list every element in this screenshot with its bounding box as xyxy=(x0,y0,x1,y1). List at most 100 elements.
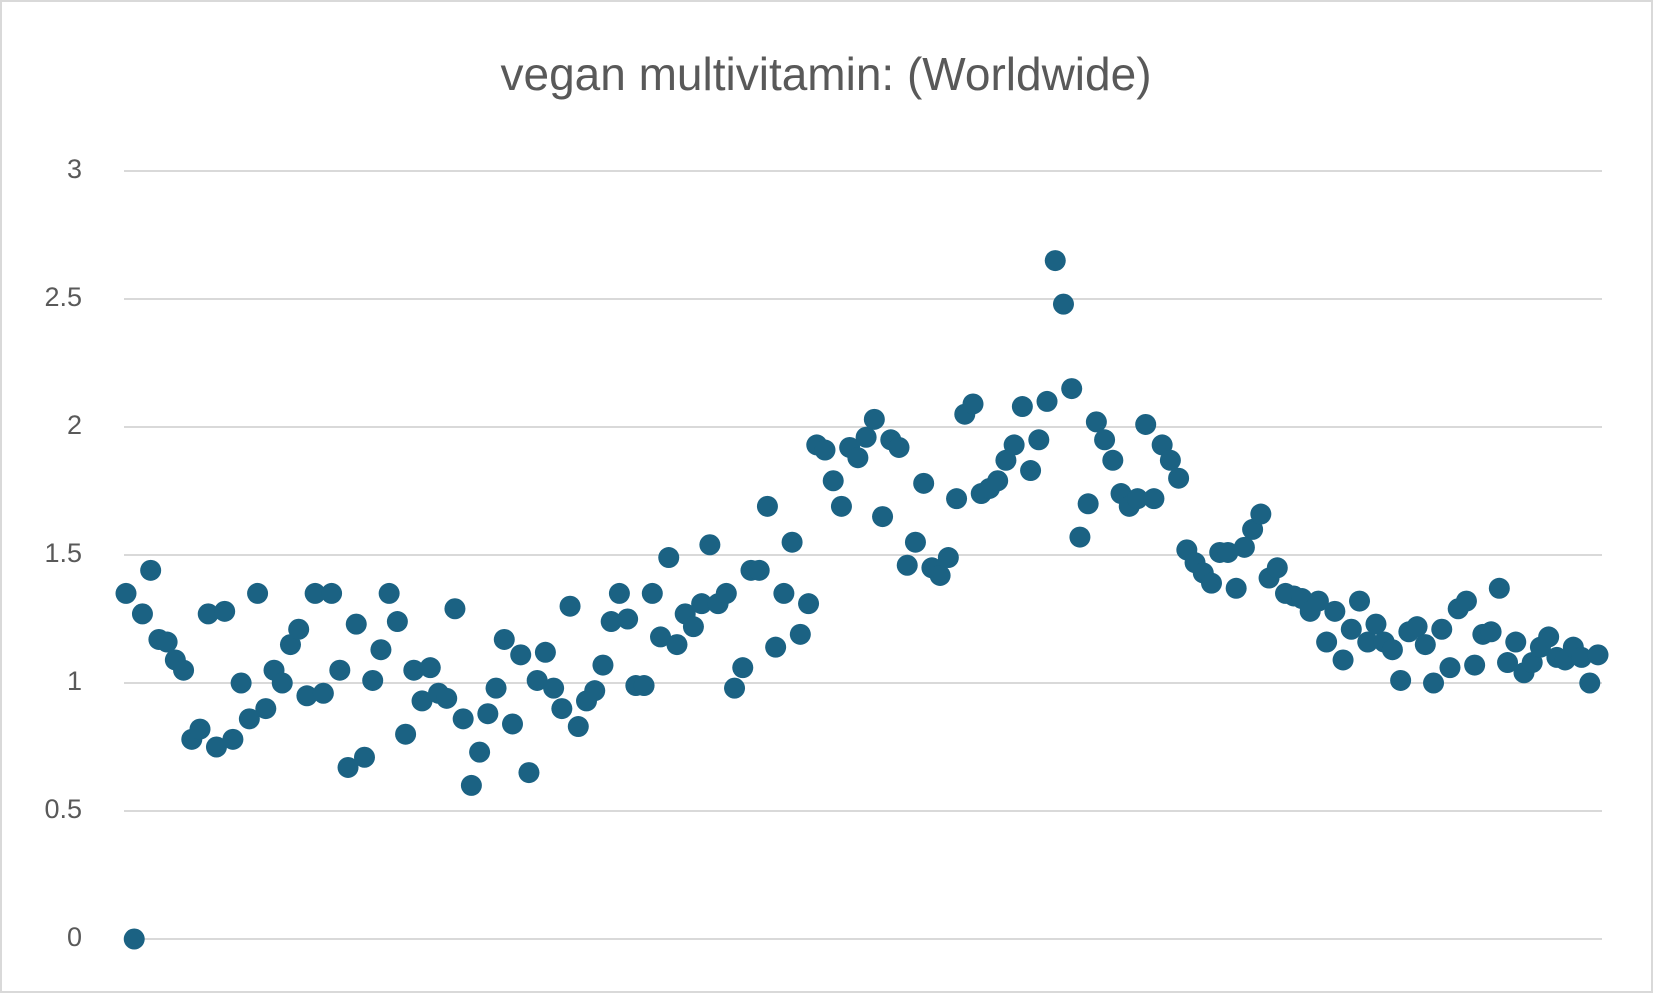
point xyxy=(798,593,820,615)
point xyxy=(855,426,877,448)
point xyxy=(781,531,803,553)
point xyxy=(378,582,400,604)
point xyxy=(1307,590,1329,612)
point xyxy=(1052,293,1074,315)
point xyxy=(1061,378,1083,400)
point xyxy=(765,636,787,658)
point xyxy=(403,659,425,681)
point xyxy=(756,495,778,517)
point xyxy=(518,762,540,784)
point xyxy=(1003,434,1025,456)
point xyxy=(1044,250,1066,272)
point xyxy=(1439,657,1461,679)
point xyxy=(904,531,926,553)
point xyxy=(814,439,836,461)
point xyxy=(197,603,219,625)
point xyxy=(1233,536,1255,558)
y-tick-label: 0.5 xyxy=(44,794,82,824)
point xyxy=(1159,449,1181,471)
point xyxy=(1266,557,1288,579)
point xyxy=(1340,618,1362,640)
point xyxy=(748,559,770,581)
point xyxy=(1143,488,1165,510)
point xyxy=(559,595,581,617)
point xyxy=(1102,449,1124,471)
chart-title: vegan multivitamin: (Worldwide) xyxy=(500,48,1151,100)
point xyxy=(863,408,885,430)
point xyxy=(1579,672,1601,694)
y-tick-label: 1.5 xyxy=(44,538,82,568)
point xyxy=(658,547,680,569)
point xyxy=(1480,621,1502,643)
point xyxy=(929,564,951,586)
point xyxy=(1250,503,1272,525)
point xyxy=(321,582,343,604)
point xyxy=(1028,429,1050,451)
point xyxy=(1497,652,1519,674)
point xyxy=(353,746,375,768)
point xyxy=(1406,616,1428,638)
point xyxy=(238,708,260,730)
point xyxy=(304,582,326,604)
point xyxy=(1414,634,1436,656)
point xyxy=(1538,626,1560,648)
point xyxy=(1587,644,1609,666)
point xyxy=(469,741,491,763)
point xyxy=(526,669,548,691)
point xyxy=(1571,646,1593,668)
point xyxy=(477,703,499,725)
point xyxy=(296,685,318,707)
point xyxy=(411,690,433,712)
point xyxy=(460,774,482,796)
point xyxy=(140,559,162,581)
point xyxy=(271,672,293,694)
point xyxy=(872,506,894,528)
point xyxy=(1521,652,1543,674)
point xyxy=(131,603,153,625)
point xyxy=(830,495,852,517)
point xyxy=(312,682,334,704)
point xyxy=(608,582,630,604)
point xyxy=(847,447,869,469)
point xyxy=(1423,672,1445,694)
y-tick-label: 0 xyxy=(67,922,82,952)
point xyxy=(1225,577,1247,599)
point xyxy=(1332,649,1354,671)
point xyxy=(345,613,367,635)
point xyxy=(1011,396,1033,418)
point xyxy=(1200,572,1222,594)
point xyxy=(247,582,269,604)
point xyxy=(691,593,713,615)
point xyxy=(633,675,655,697)
point xyxy=(1455,590,1477,612)
point xyxy=(452,708,474,730)
point xyxy=(436,687,458,709)
point xyxy=(386,611,408,633)
point xyxy=(1242,518,1264,540)
point xyxy=(888,436,910,458)
point xyxy=(1390,669,1412,691)
point xyxy=(1324,600,1346,622)
point xyxy=(600,611,622,633)
point xyxy=(222,728,244,750)
y-tick-label: 1 xyxy=(67,666,82,696)
point xyxy=(987,470,1009,492)
point xyxy=(395,723,417,745)
point xyxy=(962,393,984,415)
point xyxy=(1365,613,1387,635)
point xyxy=(1316,631,1338,653)
point xyxy=(937,547,959,569)
point xyxy=(189,718,211,740)
point xyxy=(337,756,359,778)
point xyxy=(543,677,565,699)
point xyxy=(715,582,737,604)
point xyxy=(1505,631,1527,653)
point xyxy=(255,698,277,720)
y-tick-label: 2 xyxy=(67,410,82,440)
point xyxy=(641,582,663,604)
point xyxy=(1464,654,1486,676)
point xyxy=(1085,411,1107,433)
point xyxy=(1168,467,1190,489)
